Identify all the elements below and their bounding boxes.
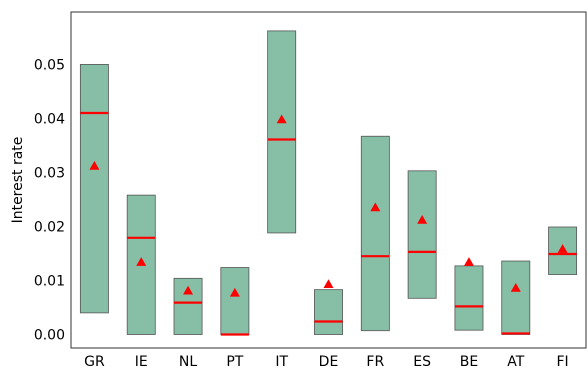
- mean-marker-it: [276, 114, 287, 124]
- box-it: [267, 30, 297, 234]
- mean-marker-fr: [370, 202, 381, 212]
- box-de: [314, 289, 343, 335]
- mean-marker-fi: [557, 244, 568, 253]
- mean-marker-be: [463, 257, 474, 266]
- mean-marker-gr: [89, 160, 100, 170]
- x-tick-label-nl: NL: [179, 354, 197, 368]
- x-tick-label-ie: IE: [135, 354, 148, 368]
- plot-frame: [70, 11, 587, 349]
- x-tick-label-pt: PT: [226, 354, 243, 368]
- x-tick-label-gr: GR: [84, 354, 105, 368]
- mean-marker-ie: [136, 257, 147, 266]
- x-tick-label-fr: FR: [366, 354, 384, 368]
- mean-marker-es: [417, 214, 428, 224]
- y-axis-label: Interest rate: [10, 137, 26, 224]
- box-pt: [220, 267, 250, 335]
- y-tick-label: 0.03: [34, 165, 65, 181]
- x-tick-label-at: AT: [507, 354, 524, 368]
- x-tick-label-de: DE: [319, 354, 339, 368]
- box-fr: [360, 135, 390, 332]
- y-tick-label: 0.01: [34, 273, 65, 289]
- x-tick-label-fi: FI: [556, 354, 568, 368]
- x-tick-label-es: ES: [413, 354, 431, 368]
- box-at: [501, 260, 531, 335]
- y-tick-label: 0.05: [34, 57, 65, 73]
- mean-marker-at: [510, 283, 521, 292]
- mean-marker-de: [323, 279, 334, 289]
- box-be: [454, 265, 484, 331]
- x-tick-label-it: IT: [275, 354, 288, 368]
- mean-marker-nl: [183, 285, 194, 295]
- y-tick-label: 0.00: [34, 327, 65, 343]
- y-tick-label: 0.04: [34, 111, 65, 127]
- box-gr: [79, 63, 109, 314]
- box-es: [407, 170, 437, 299]
- x-tick-label-be: BE: [460, 354, 478, 368]
- mean-marker-pt: [229, 287, 240, 297]
- y-tick-label: 0.02: [34, 219, 65, 235]
